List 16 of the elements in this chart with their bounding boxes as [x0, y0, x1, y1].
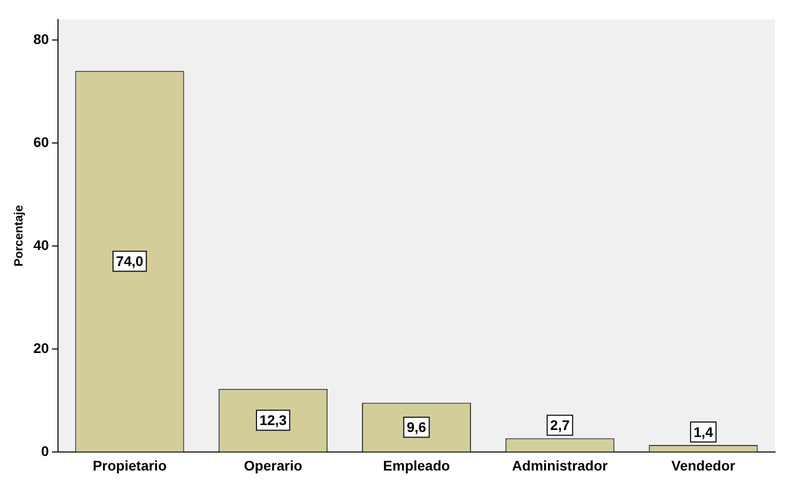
- data-label: 12,3: [259, 412, 287, 428]
- y-axis-title: Porcentaje: [12, 204, 26, 266]
- y-tick-label: 0: [41, 443, 50, 460]
- y-tick-label: 80: [33, 30, 50, 47]
- x-tick-label: Administrador: [512, 457, 608, 474]
- x-tick-label: Empleado: [383, 457, 450, 474]
- x-tick-label: Vendedor: [671, 457, 736, 474]
- data-label: 9,6: [406, 419, 426, 436]
- y-tick-label: 40: [33, 236, 50, 253]
- y-tick-label: 20: [33, 340, 50, 356]
- y-tick-label: 60: [33, 134, 50, 150]
- x-tick-label: Operario: [244, 457, 302, 474]
- data-label: 2,7: [550, 417, 570, 434]
- data-label: 74,0: [116, 253, 144, 270]
- data-label: 1,4: [694, 424, 714, 440]
- x-tick-label: Propietario: [92, 457, 167, 474]
